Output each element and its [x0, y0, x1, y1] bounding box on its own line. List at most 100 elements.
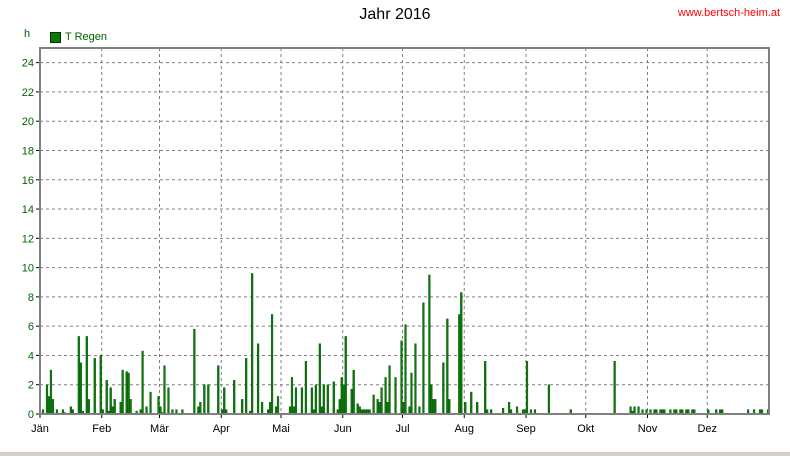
- y-tick-label: 16: [22, 175, 34, 187]
- y-unit-label: h: [24, 28, 31, 40]
- bar: [384, 377, 387, 415]
- bar: [430, 384, 433, 415]
- x-tick-label: Mär: [150, 423, 169, 435]
- y-tick-label: 6: [28, 321, 34, 333]
- bar: [145, 406, 148, 415]
- bar: [332, 381, 335, 415]
- bar: [342, 384, 345, 415]
- bar: [432, 399, 435, 415]
- y-tick-label: 12: [22, 233, 34, 245]
- bar: [260, 402, 264, 415]
- bar: [633, 406, 636, 415]
- y-tick-label: 10: [22, 263, 34, 275]
- bar: [464, 402, 467, 415]
- bar: [460, 292, 463, 415]
- bar: [476, 402, 479, 415]
- bar: [380, 387, 383, 415]
- bar: [404, 324, 407, 415]
- bar: [378, 402, 381, 415]
- x-tick-label: Dez: [697, 423, 717, 435]
- bar: [448, 399, 451, 415]
- bar: [446, 318, 449, 415]
- bar: [376, 399, 379, 415]
- bar: [400, 340, 403, 415]
- x-tick-label: Jul: [395, 423, 409, 435]
- bar: [223, 387, 226, 415]
- y-tick-label: 22: [22, 87, 34, 99]
- bar: [402, 402, 405, 415]
- bar: [434, 399, 437, 415]
- bar: [637, 406, 640, 415]
- x-tick-label: Okt: [577, 423, 594, 435]
- bar: [310, 387, 313, 415]
- bar: [613, 361, 616, 415]
- bar: [270, 314, 274, 415]
- bar: [203, 384, 206, 415]
- site-link[interactable]: www.bertsch-heim.at: [677, 7, 780, 19]
- bar: [629, 406, 632, 415]
- bar: [428, 274, 431, 415]
- bar: [109, 387, 112, 415]
- bar: [77, 336, 80, 415]
- bar: [79, 362, 82, 415]
- bar: [119, 402, 122, 415]
- bar: [410, 372, 413, 415]
- bar: [388, 365, 391, 415]
- bar: [113, 399, 116, 415]
- bar: [274, 406, 278, 415]
- bar: [268, 402, 272, 415]
- bar: [344, 336, 347, 415]
- bar: [326, 384, 329, 415]
- bar: [127, 372, 130, 415]
- y-tick-label: 4: [28, 350, 34, 362]
- bar: [217, 365, 220, 415]
- bar: [358, 406, 361, 415]
- bar: [352, 369, 355, 415]
- bar: [470, 391, 473, 415]
- bar: [356, 403, 359, 415]
- bar: [99, 355, 102, 415]
- bar: [141, 350, 144, 415]
- x-tick-label: Feb: [92, 423, 111, 435]
- bar: [93, 358, 96, 415]
- x-tick-label: Jun: [334, 423, 352, 435]
- bar: [233, 380, 236, 415]
- bar: [257, 343, 260, 415]
- bar: [484, 361, 487, 415]
- bar: [105, 380, 108, 415]
- bar: [276, 396, 280, 415]
- bar: [322, 384, 325, 415]
- bar: [418, 406, 421, 415]
- bar: [245, 358, 248, 415]
- bar: [167, 387, 170, 415]
- y-tick-label: 2: [28, 380, 34, 392]
- bar: [45, 384, 49, 415]
- bar: [372, 394, 375, 415]
- bar: [49, 369, 53, 415]
- bar: [292, 406, 296, 415]
- bar: [340, 377, 343, 415]
- bar: [288, 406, 292, 415]
- bar: [314, 384, 317, 415]
- bar: [207, 384, 210, 415]
- x-tick-label: Aug: [454, 423, 474, 435]
- legend-label: T Regen: [65, 31, 107, 43]
- x-tick-label: Nov: [638, 423, 658, 435]
- chart-title: Jahr 2016: [359, 6, 431, 23]
- bar: [350, 388, 353, 415]
- plot-border: [39, 47, 770, 415]
- x-tick-label: Sep: [516, 423, 536, 435]
- bar: [87, 399, 90, 415]
- bar: [458, 314, 461, 415]
- bar: [318, 343, 321, 415]
- bar: [320, 406, 323, 415]
- y-tick-label: 14: [22, 204, 34, 216]
- bar: [442, 362, 445, 415]
- y-tick-label: 0: [28, 409, 34, 421]
- bar: [129, 399, 132, 415]
- bar: [47, 396, 51, 415]
- bar: [515, 406, 519, 415]
- bar: [414, 343, 417, 415]
- bar: [525, 361, 529, 415]
- bar: [300, 387, 304, 415]
